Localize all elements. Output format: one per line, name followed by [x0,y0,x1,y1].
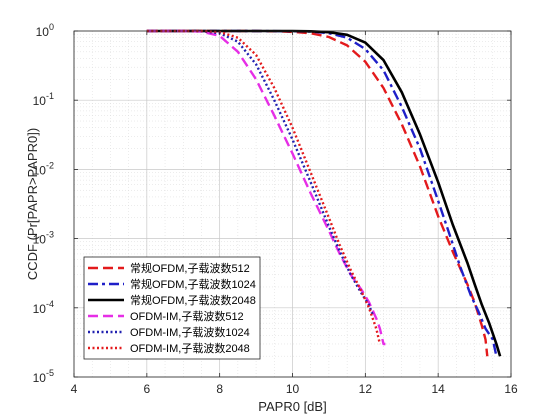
legend-label-5: OFDM-IM,子载波数1024 [130,326,250,339]
y-tick-labels: 10-5 10-4 10-3 10-2 10-1 100 [33,22,54,385]
legend-label-6: OFDM-IM,子载波数2048 [130,342,250,355]
x-tick-label: 8 [216,382,223,396]
y-tick-label: 100 [36,22,54,39]
series-line-2 [146,29,498,357]
x-tick-labels: 4 6 8 10 12 14 16 [71,382,518,396]
x-tick-label: 14 [431,382,445,396]
y-tick-label: 10-2 [33,160,54,177]
legend-label-1: 常规OFDM,子载波数512 [130,261,250,275]
series-line-4 [146,29,386,346]
legend-label-3: 常规OFDM,子载波数2048 [130,293,256,307]
y-axis-label: CCDF (Pr[PAPR>PAPR0]) [25,128,40,280]
x-axis-label: PAPR0 [dB] [258,399,326,414]
legend-box [83,256,261,360]
y-tick-label: 10-3 [33,230,54,247]
legend-label-4: OFDM-IM,子载波数512 [130,310,244,323]
series-line-6 [146,29,382,345]
x-tick-label: 12 [359,382,373,396]
x-tick-label: 16 [504,382,518,396]
y-tick-label: 10-1 [33,91,54,108]
x-tick-label: 4 [71,382,78,396]
tick-marks [73,30,512,378]
y-tick-label: 10-5 [33,368,54,385]
legend-label-2: 常规OFDM,子载波数1024 [130,277,256,291]
legend: 常规OFDM,子载波数512 常规OFDM,子载波数1024 常规OFDM,子载波数… [83,256,261,360]
series-line-1 [146,29,489,357]
x-tick-label: 6 [143,382,150,396]
x-tick-label: 10 [286,382,300,396]
y-tick-label: 10-4 [33,299,54,316]
